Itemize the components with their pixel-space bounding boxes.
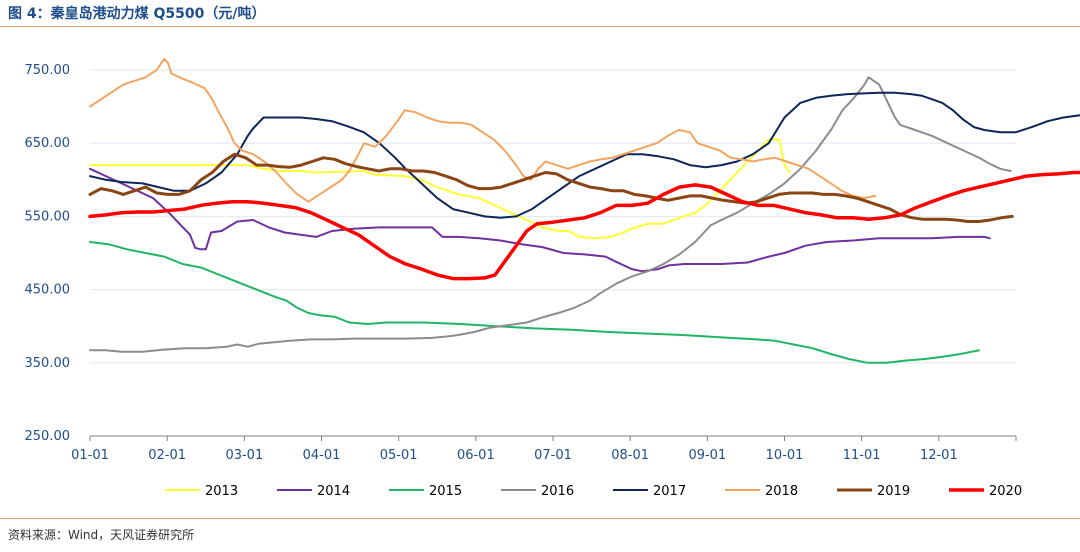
- page-title: 图 4：秦皇岛港动力煤 Q5500（元/吨）: [8, 6, 266, 22]
- y-tick-label: 250.00: [25, 429, 71, 444]
- legend-label-2020: 2020: [989, 484, 1022, 499]
- top-divider: [0, 26, 1080, 27]
- series-line-2015: [89, 241, 980, 364]
- x-tick-label: 07-01: [534, 448, 572, 463]
- y-tick-label: 750.00: [25, 63, 71, 78]
- series-line-2018: [89, 58, 877, 203]
- y-tick-label: 350.00: [25, 356, 71, 371]
- source-note: 资料来源：Wind，天风证券研究所: [8, 528, 195, 542]
- axes: [89, 435, 1017, 441]
- legend: 2013 2014 2015 2016 2017 2018 2019 2020: [165, 484, 1022, 499]
- x-tick-label: 11-01: [843, 448, 881, 463]
- x-tick-label: 06-01: [457, 448, 495, 463]
- legend-label-2017: 2017: [653, 484, 686, 499]
- series-line-2017: [89, 91, 1080, 219]
- x-tick-label: 10-01: [766, 448, 804, 463]
- series-line-2016: [89, 76, 1012, 353]
- x-tick-label: 08-01: [611, 448, 649, 463]
- legend-label-2019: 2019: [877, 484, 910, 499]
- grid-lines: [90, 69, 1016, 364]
- legend-label-2014: 2014: [317, 484, 350, 499]
- y-tick-label: 550.00: [25, 209, 71, 224]
- series-line-2019: [88, 152, 1014, 223]
- y-tick-labels: 250.00 350.00 450.00 550.00 650.00 750.00: [25, 63, 71, 444]
- bottom-divider: [0, 518, 1080, 519]
- x-tick-label: 02-01: [148, 448, 186, 463]
- series-line-2013: [89, 138, 791, 240]
- series-line-2014: [89, 167, 991, 273]
- legend-label-2015: 2015: [429, 484, 462, 499]
- x-tick-label: 01-01: [71, 448, 109, 463]
- header: 图 4：秦皇岛港动力煤 Q5500（元/吨）: [0, 0, 1080, 26]
- x-tick-label: 04-01: [303, 448, 341, 463]
- x-tick-label: 12-01: [920, 448, 958, 463]
- line-chart: 250.00 350.00 450.00 550.00 650.00 750.00 01-…: [25, 58, 1080, 499]
- legend-label-2018: 2018: [765, 484, 798, 499]
- x-tick-labels: 01-01 02-01 03-01 04-01 05-01 06-01 07-01 08-01…: [71, 448, 958, 463]
- x-tick-label: 03-01: [225, 448, 263, 463]
- series-lines: [88, 58, 1080, 364]
- series-line-2020: [88, 170, 1080, 281]
- y-tick-label: 650.00: [25, 136, 71, 151]
- y-tick-label: 450.00: [25, 283, 71, 298]
- legend-label-2016: 2016: [541, 484, 574, 499]
- x-tick-label: 05-01: [380, 448, 418, 463]
- x-tick-label: 09-01: [688, 448, 726, 463]
- legend-label-2013: 2013: [205, 484, 238, 499]
